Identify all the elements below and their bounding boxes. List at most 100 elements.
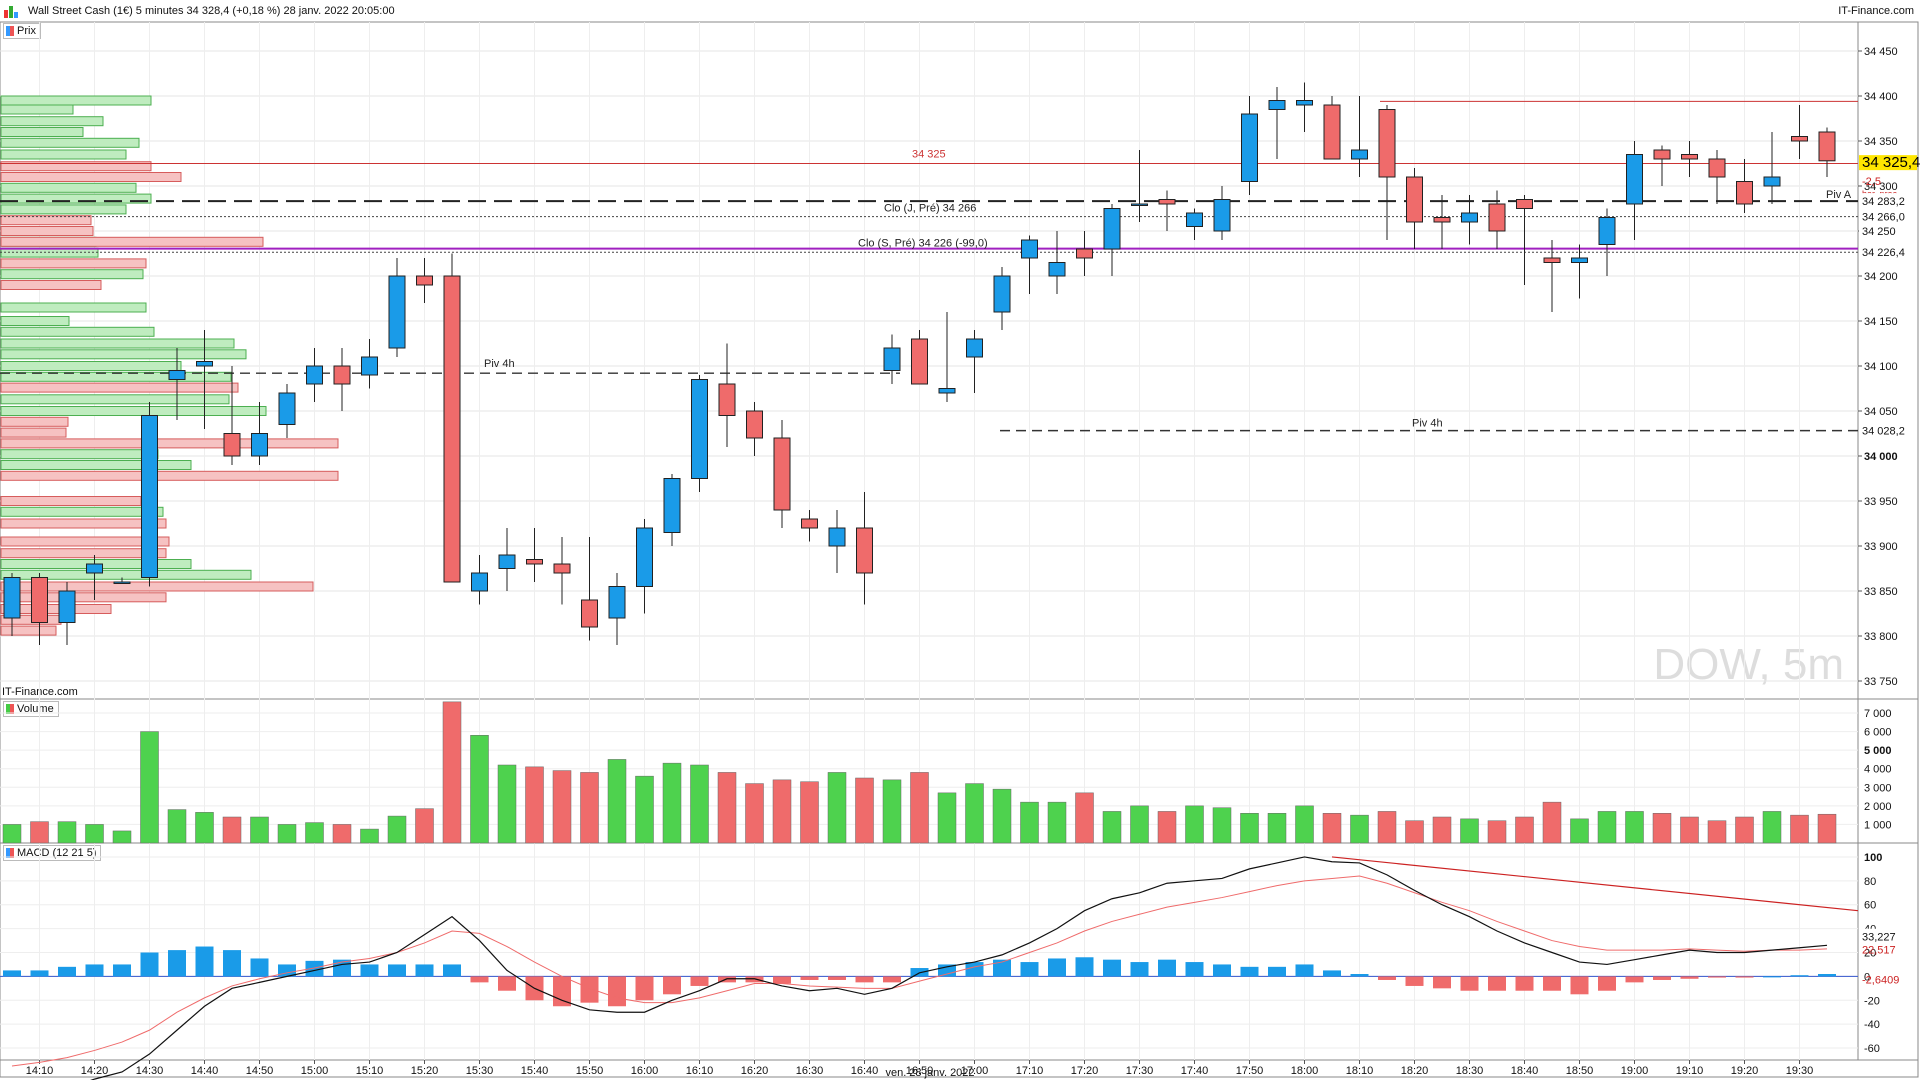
macd-histogram-bar: [1543, 976, 1561, 991]
price-tick-label: 34 000: [1864, 451, 1898, 463]
volume-bar: [140, 731, 159, 844]
volume-profile-bar-red: [0, 536, 170, 547]
volume-bar: [552, 770, 572, 844]
volume-bar: [1597, 811, 1617, 844]
volume-bar: [167, 809, 187, 844]
candle-down: [31, 577, 48, 623]
price-tick-label: 34 200: [1864, 271, 1898, 283]
candle-down: [333, 365, 351, 385]
price-tick-label: 34 350: [1864, 136, 1898, 148]
volume-profile-bar-red: [0, 172, 182, 182]
candle-up: [938, 388, 956, 394]
candle-up: [608, 586, 626, 619]
time-tick-label: 15:10: [356, 1065, 384, 1077]
macd-histogram-bar: [278, 964, 296, 977]
volume-bar: [1020, 801, 1039, 844]
l34250-axis-label: 34 250: [1862, 226, 1896, 238]
price-panel-label[interactable]: Prix: [3, 23, 41, 39]
time-tick-label: 16:00: [631, 1065, 659, 1077]
macd-histogram-bar: [1818, 974, 1836, 977]
volume-tick-label: 6 000: [1864, 727, 1892, 739]
title-bar: Wall Street Cash (1€) 5 minutes 34 328,4…: [0, 0, 1920, 22]
volume-bar: [635, 775, 654, 844]
macd-histogram-bar: [1735, 976, 1754, 978]
volume-bar: [2, 824, 22, 844]
time-tick-label: 19:30: [1786, 1065, 1814, 1077]
price-tick-label: 34 100: [1864, 361, 1898, 373]
volume-profile-bar-red: [0, 581, 314, 592]
volume-bar: [717, 772, 737, 844]
diff-label: -2,5: [1862, 176, 1881, 188]
volume-panel-text: Volume: [17, 703, 54, 715]
candle-down: [911, 338, 928, 385]
candle-up: [993, 275, 1011, 313]
volume-profile-bar-green: [0, 371, 232, 382]
macd-histogram-bar: [1653, 976, 1671, 980]
macd-histogram-bar: [855, 976, 874, 983]
time-tick-label: 14:10: [26, 1065, 54, 1077]
macd-histogram-bar: [800, 976, 819, 980]
volume-bar: [1295, 805, 1314, 844]
macd-histogram-bar: [828, 976, 846, 980]
volume-bar: [1075, 792, 1094, 844]
candle-up: [141, 415, 158, 578]
volume-bar: [1240, 813, 1259, 844]
macd-histogram-bar: [250, 958, 269, 977]
volume-bar: [800, 781, 819, 844]
price-tick-label: 34 050: [1864, 406, 1898, 418]
clo-j-axis-label: 34 266,0: [1862, 212, 1905, 224]
volume-profile-bar-green: [0, 361, 182, 371]
volume-profile-bar-green: [0, 193, 152, 204]
macd-histogram-bar: [1790, 975, 1809, 977]
volume-profile-bar-red: [0, 625, 57, 636]
candle-up: [1103, 208, 1121, 250]
candle-down: [1681, 154, 1698, 160]
macd-histogram-bar: [1708, 976, 1726, 978]
candle-down: [1708, 158, 1726, 178]
piv-4h-right-label: Piv 4h: [1412, 418, 1443, 430]
candle-down: [718, 383, 736, 416]
volume-profile-bar-red: [0, 427, 67, 438]
volume-profile-bar-red: [0, 604, 112, 614]
time-tick-label: 14:20: [81, 1065, 109, 1077]
volume-bar: [965, 783, 984, 844]
candle-down: [1543, 257, 1561, 263]
date-label: ven. 28 janv. 2022: [885, 1067, 974, 1079]
price-swatch-icon: [6, 26, 14, 36]
volume-profile-bar-red: [0, 518, 167, 529]
macd-histogram-bar: [140, 952, 159, 977]
time-tick-label: 16:50: [906, 1065, 934, 1077]
macd-histogram-bar: [1048, 958, 1066, 977]
time-tick-label: 18:40: [1511, 1065, 1539, 1077]
macd-histogram-bar: [1405, 976, 1424, 986]
brand-label[interactable]: IT-Finance.com: [1838, 5, 1914, 17]
volume-bar: [1102, 811, 1122, 844]
volume-bar: [1817, 813, 1837, 844]
volume-bar: [580, 772, 599, 844]
candle-up: [1571, 257, 1588, 263]
candle-up: [278, 392, 296, 425]
macd-swatch-icon: [6, 848, 14, 858]
time-tick-label: 14:40: [191, 1065, 219, 1077]
macd-histogram-bar: [690, 976, 709, 986]
candle-up: [361, 356, 378, 376]
candle-up: [168, 370, 186, 380]
clo-j-axis-label-bg: [1859, 208, 1917, 224]
volume-profile-bar-red: [0, 258, 147, 269]
macd-histogram-bar: [1240, 966, 1259, 977]
piv4h-axis-label-bg: [1859, 422, 1917, 438]
candle-up: [196, 361, 213, 367]
piv-a-axis-label: 34 283,2: [1862, 196, 1905, 208]
chart-frame: [0, 21, 1919, 1078]
candle-down: [416, 275, 433, 286]
macd-histogram-bar: [1378, 976, 1396, 980]
volume-profile-bar-green: [0, 338, 235, 349]
volume-bar: [662, 762, 682, 844]
hist-value-label: -2,6409: [1862, 974, 1899, 986]
time-tick-label: 17:00: [961, 1065, 989, 1077]
piv-a-axis-label-bg: [1859, 193, 1917, 209]
volume-bar: [1185, 805, 1204, 844]
macd-tick-label: -40: [1864, 1019, 1880, 1031]
macd-histogram-bar: [1130, 962, 1149, 977]
